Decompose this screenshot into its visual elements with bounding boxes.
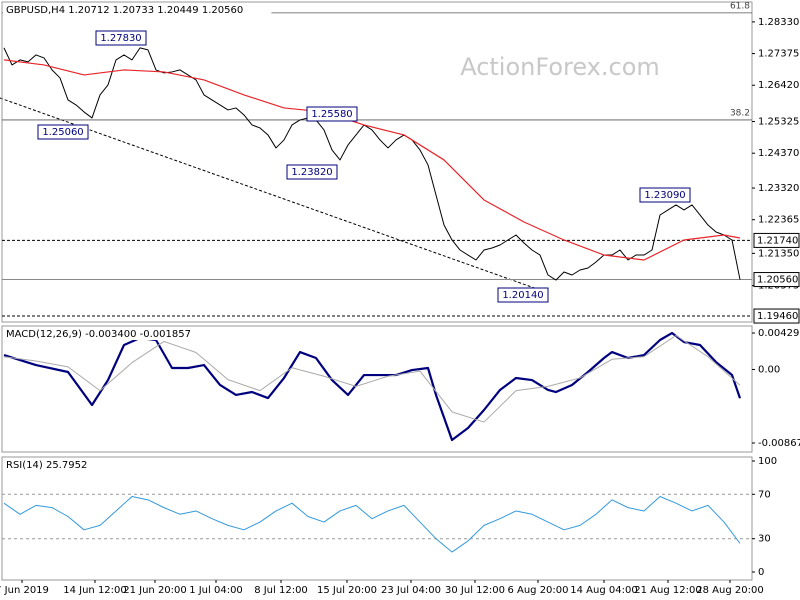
annotation-label: 1.25060 [42, 127, 83, 138]
fib-label: 38.2 [730, 108, 750, 118]
annotation-box [286, 164, 338, 180]
y-tick-label: 1.23320 [758, 183, 799, 194]
y-tick-label: 0 [758, 567, 764, 578]
series-line [3, 331, 742, 442]
annotation-box [95, 30, 147, 46]
panel-frame [1, 325, 753, 453]
annotation-box [306, 106, 358, 122]
y-tick-label: 1.27375 [758, 49, 799, 60]
x-tick-label: 21 Aug 12:00 [634, 585, 701, 596]
y-tick-label: 1.28330 [758, 17, 799, 28]
y-tick-label: 0.00 [758, 364, 780, 375]
panel-frame [1, 1, 753, 323]
x-tick-label: 7 Jun 2019 [0, 585, 49, 596]
annotation-label: 1.23820 [291, 167, 332, 178]
level-box [753, 232, 800, 248]
level-box [753, 308, 800, 324]
y-tick-label: 0.004293 [758, 328, 800, 339]
level-label: 1.20560 [757, 275, 798, 286]
series-line [3, 47, 741, 281]
series-line [3, 335, 741, 423]
title-bg [3, 3, 272, 16]
x-tick-label: 6 Aug 20:00 [507, 585, 568, 596]
title-bg [3, 458, 104, 471]
panel-title: RSI(14) 25.7952 [6, 460, 87, 471]
x-tick-label: 8 Jul 12:00 [254, 585, 308, 596]
x-tick-label: 14 Aug 04:00 [570, 585, 637, 596]
fib-label: 61.8 [730, 1, 750, 11]
series-line [3, 59, 741, 261]
annotation-label: 1.23090 [644, 190, 685, 201]
y-tick-label: 1.26420 [758, 80, 799, 91]
annotation-label: 1.20140 [502, 290, 543, 301]
x-tick-label: 1 Jul 04:00 [189, 585, 243, 596]
y-tick-label: 30 [758, 534, 771, 545]
x-tick-label: 30 Jul 12:00 [445, 585, 505, 596]
y-tick-label: 1.24370 [758, 148, 799, 159]
trend-line [0, 97, 541, 291]
x-tick-label: 14 Jun 12:00 [63, 585, 127, 596]
x-tick-label: 15 Jul 20:00 [317, 585, 377, 596]
annotation-box [639, 187, 691, 203]
series-line [3, 496, 741, 553]
y-tick-label: 1.22365 [758, 215, 799, 226]
y-tick-label: -0.00867 [758, 438, 800, 449]
y-tick-label: 70 [758, 489, 771, 500]
title-bg [3, 327, 216, 340]
y-tick-label: 1.21350 [758, 248, 799, 259]
watermark: ActionForex.com [460, 53, 660, 81]
level-label: 1.19460 [757, 311, 798, 322]
panel-frame [1, 456, 753, 581]
annotation-label: 1.25580 [311, 109, 352, 120]
level-label: 1.21740 [757, 235, 798, 246]
y-tick-label: 100 [758, 456, 777, 467]
annotation-box [497, 287, 549, 303]
panel-title: GBPUSD,H4 1.20712 1.20733 1.20449 1.2056… [6, 5, 243, 16]
annotation-label: 1.27830 [100, 33, 141, 44]
panel-title: MACD(12,26,9) -0.003400 -0.001857 [6, 329, 191, 340]
x-tick-label: 23 Jul 04:00 [381, 585, 441, 596]
x-tick-label: 21 Jun 20:00 [123, 585, 187, 596]
level-box [753, 272, 800, 288]
x-tick-label: 28 Aug 20:00 [696, 585, 763, 596]
y-tick-label: 1.25325 [758, 117, 799, 128]
annotation-box [37, 124, 89, 140]
